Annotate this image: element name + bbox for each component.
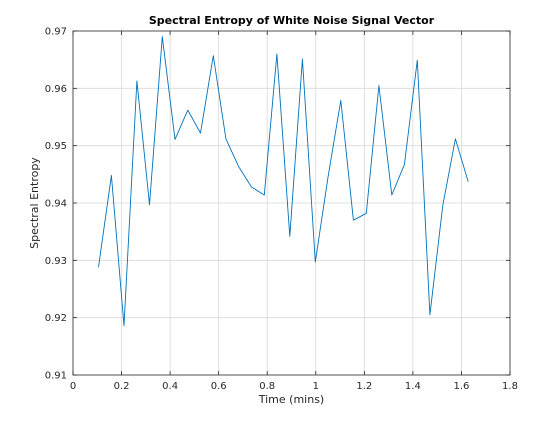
x-tick-label: 1.6	[453, 381, 469, 392]
series-line	[98, 36, 469, 327]
x-tick-label: 1	[313, 381, 319, 392]
grid	[73, 31, 510, 375]
chart-title: Spectral Entropy of White Noise Signal V…	[149, 14, 435, 27]
y-tick-label: 0.92	[45, 313, 67, 324]
y-tick-label: 0.94	[45, 199, 67, 210]
y-tick-label: 0.91	[45, 371, 67, 382]
y-axis-label: Spectral Entropy	[28, 157, 41, 249]
x-tick-label: 0.4	[162, 381, 178, 392]
x-tick-label: 0	[70, 381, 76, 392]
x-tick-label: 1.8	[502, 381, 518, 392]
x-axis: 0 0.2 0.4 0.6 0.8 1 1.2 1.4 1.6 1.8	[70, 381, 518, 392]
x-tick-label: 0.6	[211, 381, 227, 392]
y-tick-label: 0.93	[45, 256, 67, 267]
y-tick-label: 0.96	[45, 84, 67, 95]
x-tick-label: 1.4	[405, 381, 421, 392]
x-tick-label: 1.2	[356, 381, 372, 392]
axis-ticks	[72, 30, 511, 376]
y-axis: 0.91 0.92 0.93 0.94 0.95 0.96 0.97	[45, 27, 67, 382]
x-axis-label: Time (mins)	[258, 393, 324, 406]
x-tick-label: 0.2	[114, 381, 130, 392]
y-tick-label: 0.95	[45, 141, 67, 152]
x-tick-label: 0.8	[259, 381, 275, 392]
y-tick-label: 0.97	[45, 27, 67, 38]
